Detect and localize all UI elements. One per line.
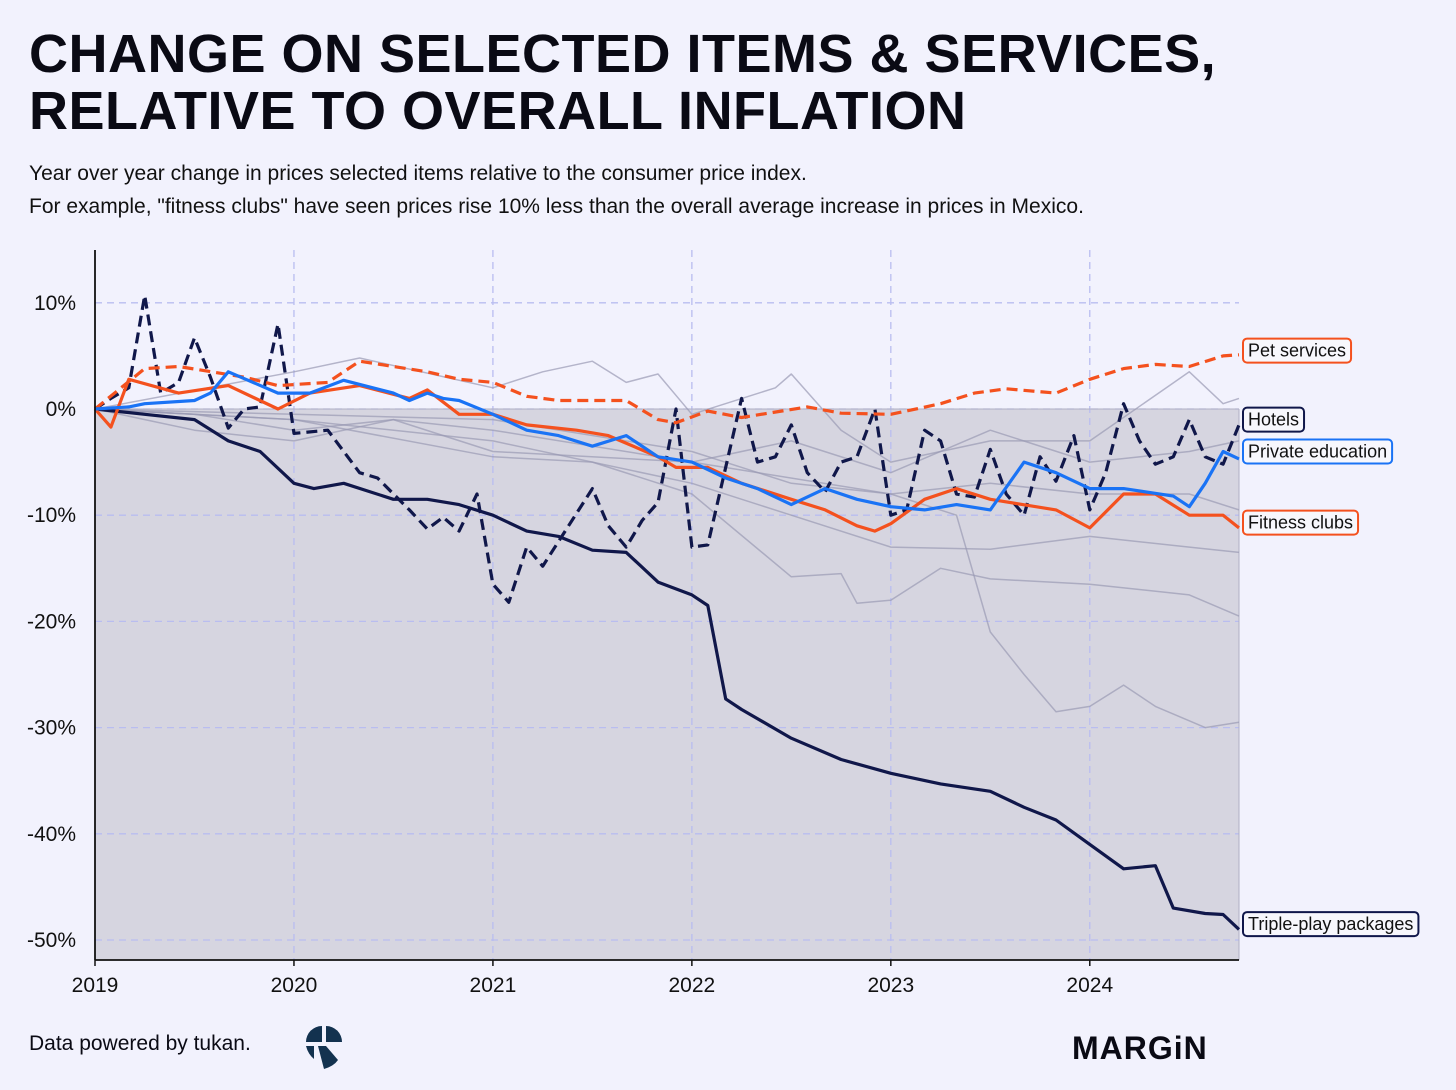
subtitle-line-1: Year over year change in prices selected… [29,162,807,185]
series-label-text: Fitness clubs [1248,513,1353,533]
x-tick-label: 2021 [470,974,517,997]
series-label-text: Pet services [1248,341,1346,361]
source-note: Data powered by tukan. [29,1032,251,1055]
series-line-other-item [94,357,1240,463]
series-line-other-item [94,408,1240,729]
title-line-1: CHANGE ON SELECTED ITEMS & SERVICES, [29,24,1217,84]
series-label-pet-services: Pet services [1242,337,1353,364]
series-label-text: Private education [1248,441,1387,461]
tukan-logo-icon [306,1026,342,1069]
subtitle-line-2: For example, "fitness clubs" have seen p… [29,195,1084,218]
series-label-box [1242,337,1353,364]
series-line-triple-play-packages [94,407,1241,931]
x-tick-label: 2024 [1066,974,1113,997]
series-label-text: Hotels [1248,410,1299,430]
series-label-box [1242,406,1306,433]
y-tick-label: -20% [27,610,76,633]
x-tick-label: 2020 [271,974,318,997]
negative-region-shading [95,409,1239,960]
series-line-hotels [94,293,1241,604]
series-line-other-item [94,408,1240,554]
y-tick-label: 10% [34,292,76,315]
series-label-text: Triple-play packages [1248,914,1413,934]
y-tick-label: -50% [27,929,76,952]
y-tick-label: 0% [46,398,76,421]
x-tick-label: 2023 [867,974,914,997]
series-line-other-item [94,408,1240,474]
series-label-triple-play-packages: Triple-play packages [1242,911,1420,938]
series-line-pet-services [93,353,1240,425]
series-label-fitness-clubs: Fitness clubs [1242,509,1360,536]
series-line-private-education [94,370,1240,512]
series-label-hotels: Hotels [1242,406,1306,433]
chart-title: CHANGE ON SELECTED ITEMS & SERVICES, RELA… [29,26,1216,140]
y-tick-label: -30% [27,717,76,740]
series-label-box [1242,438,1394,465]
x-tick-label: 2019 [72,974,119,997]
series-label-private-education: Private education [1242,438,1394,465]
y-tick-label: -40% [27,823,76,846]
y-tick-label: -10% [27,504,76,527]
series-line-fitness-clubs [93,377,1240,533]
x-tick-label: 2022 [669,974,716,997]
title-line-2: RELATIVE TO OVERALL INFLATION [29,81,967,141]
margin-logo: MARGiN [1072,1030,1208,1066]
series-label-box [1242,911,1420,938]
series-label-box [1242,509,1360,536]
series-line-other-item [94,408,1240,617]
